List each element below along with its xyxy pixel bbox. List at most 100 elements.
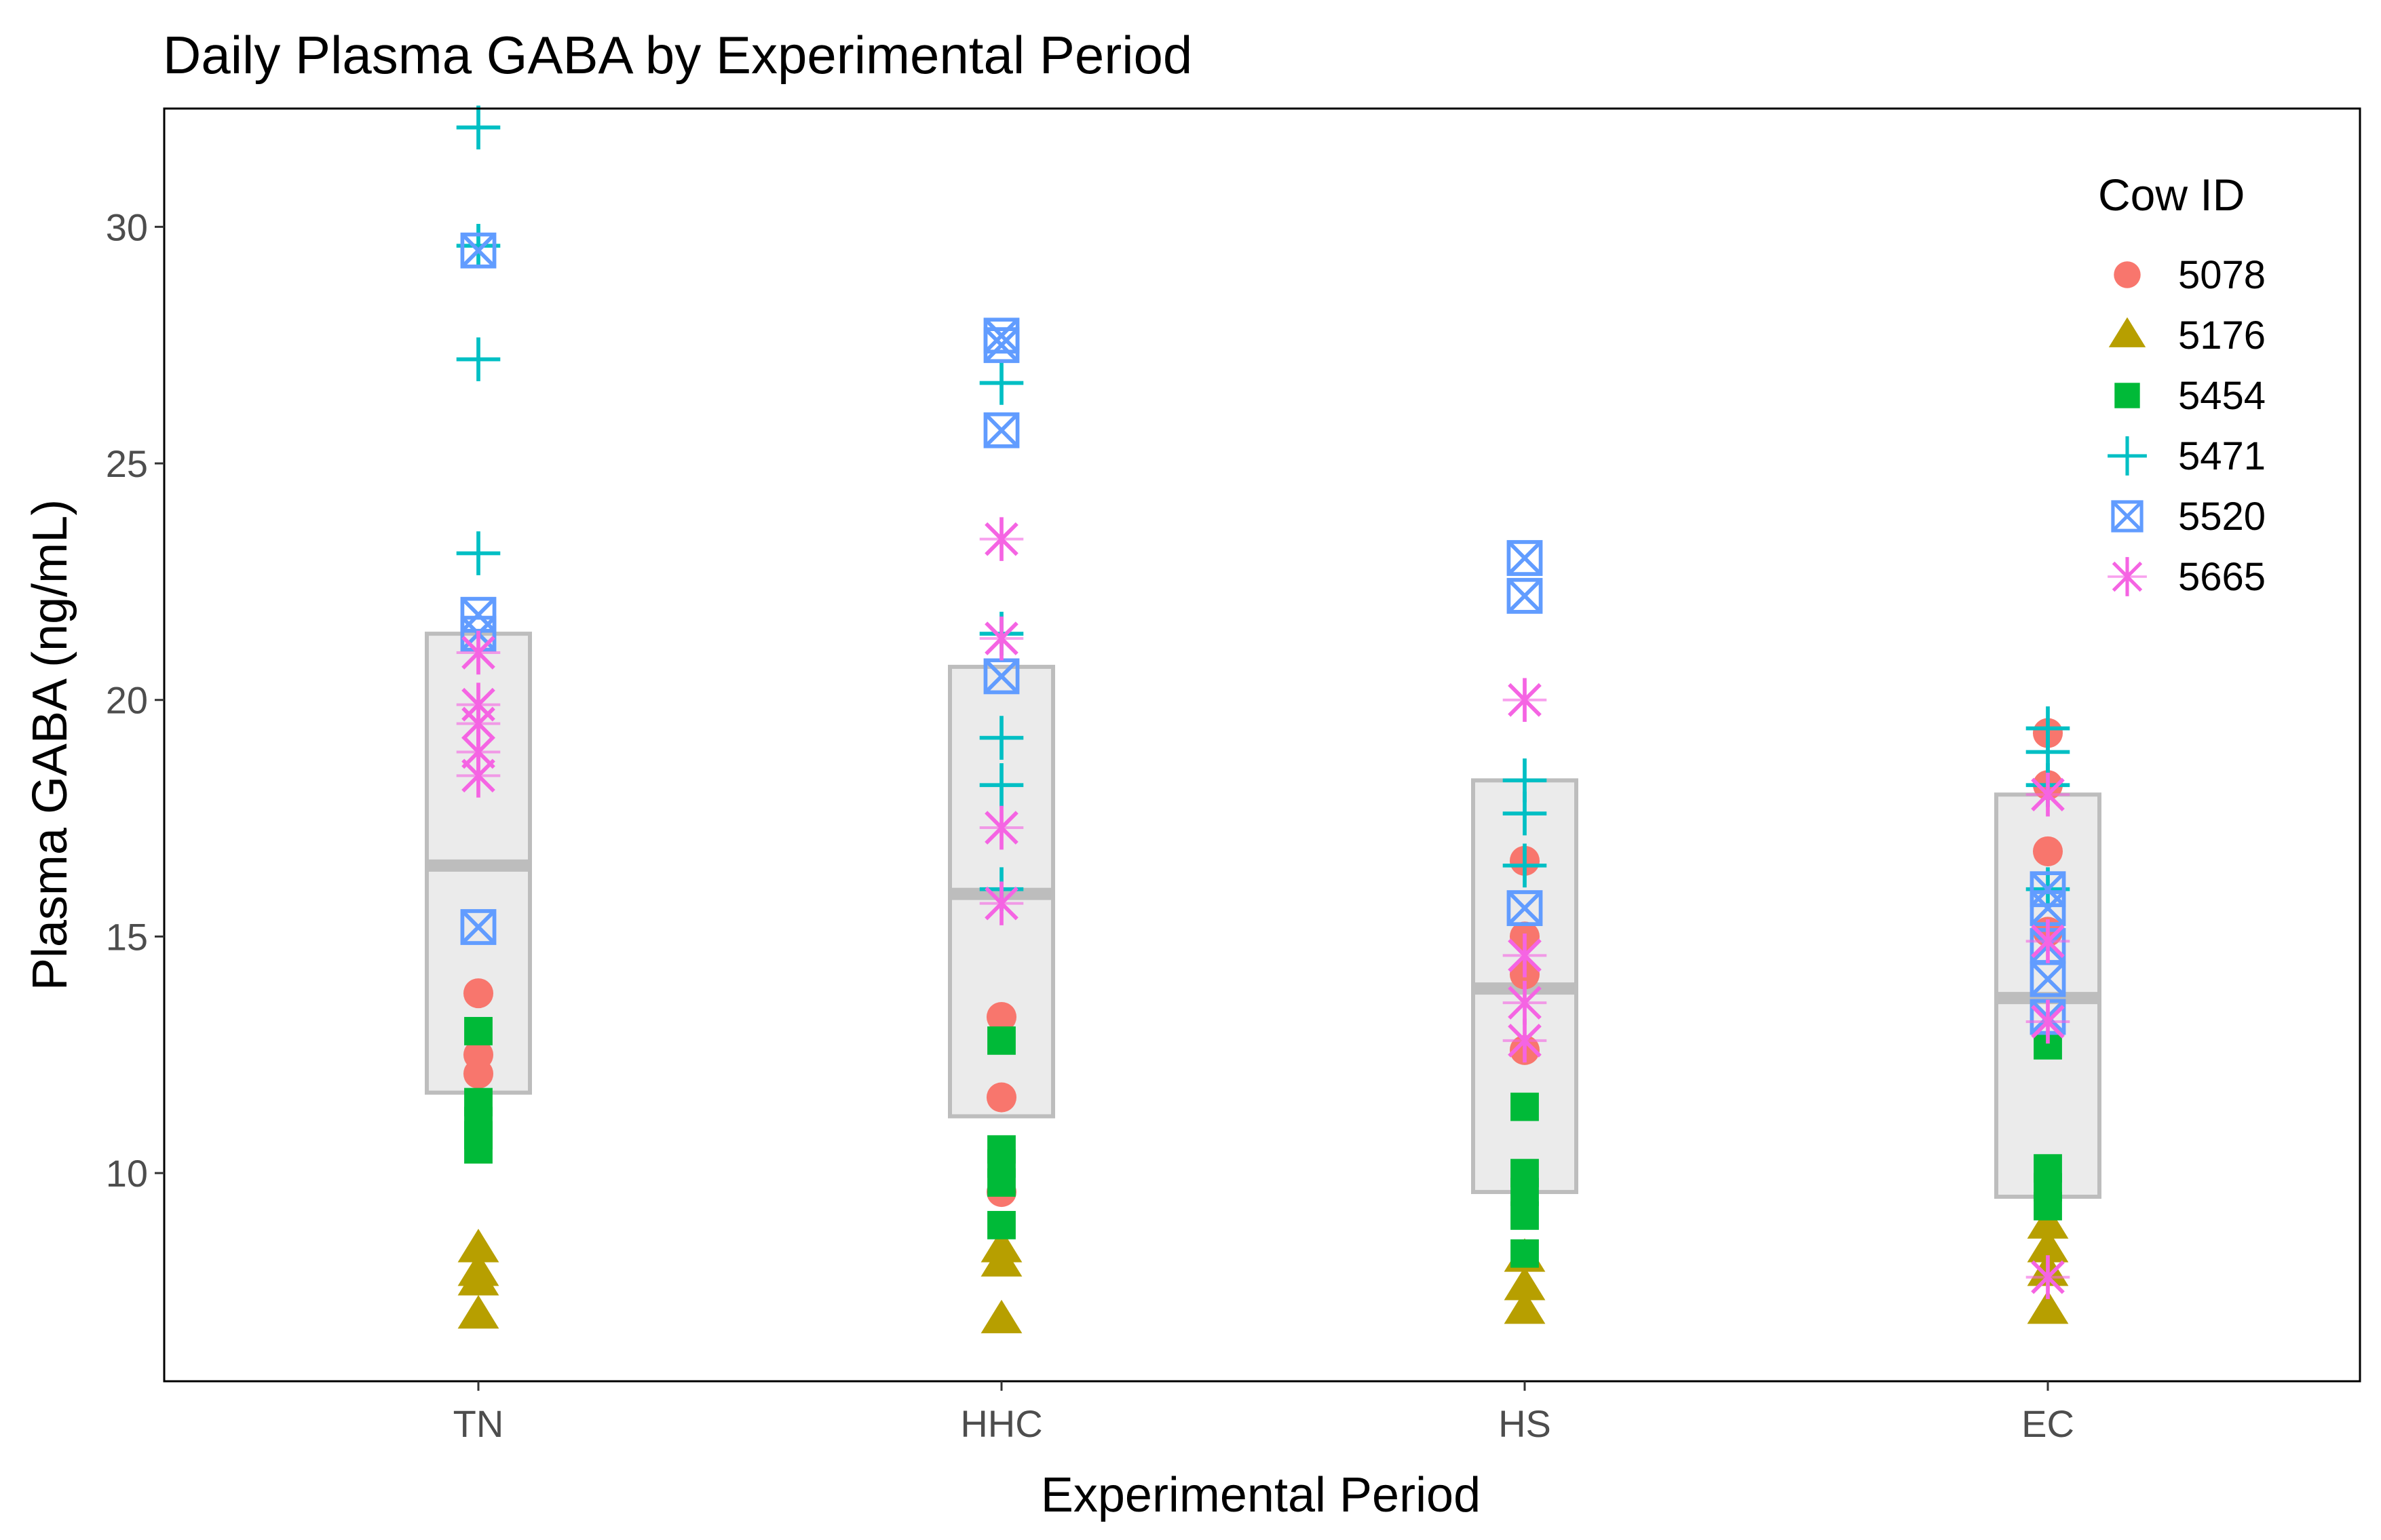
marker-square — [1510, 1178, 1539, 1206]
point-5665 — [2025, 772, 2070, 817]
marker-triangle — [2027, 1205, 2069, 1239]
legend-label: 5520 — [2178, 495, 2266, 539]
chart-title: Daily Plasma GABA by Experimental Period — [163, 25, 1192, 85]
marker-square — [1510, 1092, 1539, 1121]
marker-box-diag2 — [1507, 578, 1542, 613]
point-5078 — [986, 1082, 1017, 1113]
point-5665 — [1502, 933, 1547, 978]
marker-box — [2111, 500, 2144, 533]
legend-key-5520 — [2111, 500, 2144, 533]
point-5520 — [460, 232, 497, 269]
marker-triangle — [1504, 1267, 1546, 1301]
marker-box — [460, 909, 497, 945]
marker-triangle — [2027, 1290, 2069, 1324]
marker-box-diag2 — [1507, 540, 1542, 576]
point-5665 — [2025, 999, 2070, 1044]
point-5665 — [979, 881, 1024, 925]
point-5665 — [979, 616, 1024, 661]
y-axis-title: Plasma GABA (ng/mL) — [23, 499, 77, 990]
legend-key-5078 — [2114, 261, 2141, 288]
box-layer — [425, 632, 2101, 1199]
point-5176 — [980, 1299, 1023, 1334]
point-5665 — [1502, 1018, 1547, 1063]
point-5454 — [987, 1168, 1016, 1197]
point-5176 — [2027, 1229, 2069, 1263]
marker-box — [2030, 871, 2066, 908]
legend-item-5665: 5665 — [2108, 555, 2266, 599]
point-5471 — [979, 763, 1024, 807]
marker-circle — [986, 1082, 1017, 1113]
marker-triangle — [457, 1294, 499, 1329]
point-5665 — [456, 754, 501, 798]
marker-circle — [2114, 261, 2141, 288]
point-5520 — [1506, 577, 1543, 614]
marker-triangle — [980, 1243, 1023, 1277]
point-5454 — [1510, 1092, 1539, 1121]
point-5454 — [2034, 1192, 2062, 1220]
point-5454 — [464, 1017, 493, 1045]
marker-square — [987, 1026, 1016, 1055]
point-5454 — [987, 1026, 1016, 1055]
legend-key-5665 — [2108, 557, 2147, 596]
y-tick-label: 30 — [106, 206, 148, 248]
legend-key-5176 — [2108, 317, 2146, 347]
legend-label: 5471 — [2178, 434, 2266, 478]
point-5176 — [457, 1262, 499, 1296]
marker-box-diag2 — [2112, 501, 2143, 532]
marker-triangle — [2108, 317, 2146, 347]
marker-box — [983, 327, 1020, 364]
marker-box-diag2 — [984, 659, 1019, 694]
x-tick-label: HS — [1498, 1402, 1551, 1445]
point-5520 — [983, 327, 1020, 364]
marker-box — [1506, 577, 1543, 614]
marker-square — [464, 1135, 493, 1164]
marker-circle — [2032, 836, 2063, 866]
point-5454 — [1510, 1239, 1539, 1268]
point-5665 — [1502, 678, 1547, 723]
marker-circle — [463, 1058, 494, 1089]
marker-square — [2034, 1192, 2062, 1220]
legend-key-5454 — [2114, 383, 2140, 408]
marker-box-diag2 — [984, 318, 1019, 353]
series-5176 — [457, 1205, 2069, 1334]
series-5078 — [463, 718, 2063, 1208]
marker-box — [983, 412, 1020, 448]
point-5520 — [983, 412, 1020, 448]
legend-item-5078: 5078 — [2114, 253, 2266, 297]
point-5471 — [456, 531, 501, 575]
marker-box — [1506, 890, 1543, 927]
x-axis-title: Experimental Period — [1041, 1468, 1481, 1522]
y-tick-label: 15 — [106, 915, 148, 958]
marker-box — [1506, 540, 1543, 576]
plot-panel-border — [163, 107, 2361, 1383]
point-5520 — [460, 909, 497, 945]
marker-box-diag2 — [984, 412, 1019, 448]
legend: Cow ID 5078 5176 5454 5471 5520 5665 — [2098, 170, 2266, 599]
marker-triangle — [2027, 1229, 2069, 1263]
marker-box-diag2 — [2030, 891, 2065, 926]
point-5078 — [2032, 836, 2063, 866]
marker-box-diag2 — [1507, 891, 1542, 926]
point-5471 — [1502, 791, 1547, 836]
y-tick-label: 20 — [106, 679, 148, 722]
marker-box-diag2 — [461, 233, 496, 268]
point-5078 — [986, 1001, 1017, 1033]
series-5454 — [464, 1017, 2062, 1268]
series-5471 — [456, 105, 2070, 912]
marker-square — [464, 1017, 493, 1045]
point-5471 — [979, 716, 1024, 760]
marker-square — [987, 1168, 1016, 1197]
point-5665 — [979, 517, 1024, 561]
point-5665 — [2025, 1255, 2070, 1299]
legend-item-5520: 5520 — [2111, 495, 2266, 539]
marker-circle — [463, 978, 494, 1009]
legend-label: 5176 — [2178, 313, 2266, 358]
point-5520 — [460, 596, 497, 633]
legend-item-5471: 5471 — [2108, 434, 2266, 478]
marker-square — [1510, 1239, 1539, 1268]
marker-circle — [986, 1001, 1017, 1033]
point-5454 — [464, 1135, 493, 1164]
marker-box-diag2 — [461, 909, 496, 945]
legend-item-5176: 5176 — [2108, 313, 2266, 358]
